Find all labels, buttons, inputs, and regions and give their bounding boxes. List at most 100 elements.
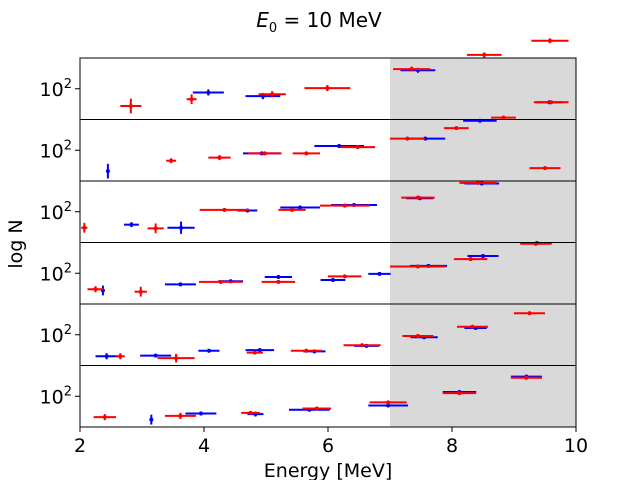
marker xyxy=(178,413,183,418)
red-data-point xyxy=(278,207,306,212)
marker xyxy=(138,289,143,294)
marker xyxy=(174,356,179,361)
marker xyxy=(218,279,223,284)
marker xyxy=(198,411,203,416)
red-data-point xyxy=(533,100,569,105)
marker xyxy=(298,205,303,210)
marker xyxy=(129,222,134,227)
panel-6: 102 xyxy=(40,365,577,428)
marker xyxy=(206,348,211,353)
marker xyxy=(415,195,420,200)
marker xyxy=(386,400,391,405)
red-data-point xyxy=(134,286,147,297)
y-tick-exponent: 2 xyxy=(64,77,72,92)
y-axis-label: log N xyxy=(5,219,27,268)
y-tick-base: 10 xyxy=(40,325,64,347)
marker xyxy=(102,415,107,420)
x-axis-label: Energy [MeV] xyxy=(264,460,392,480)
red-data-point xyxy=(241,410,260,415)
x-tick-label: 6 xyxy=(322,435,334,457)
red-data-point xyxy=(340,145,376,150)
red-data-point xyxy=(390,136,425,141)
marker xyxy=(128,103,133,108)
marker xyxy=(330,278,335,283)
panel-3: 102 xyxy=(40,166,577,243)
blue-data-point xyxy=(314,143,364,148)
blue-data-point xyxy=(320,278,346,283)
marker xyxy=(342,274,347,279)
x-tick-label: 4 xyxy=(198,435,210,457)
marker xyxy=(415,264,420,269)
blue-data-point xyxy=(167,221,195,234)
marker xyxy=(276,279,281,284)
marker xyxy=(547,38,552,43)
red-data-point xyxy=(87,286,104,293)
marker xyxy=(82,225,87,230)
x-tick-label: 2 xyxy=(74,435,86,457)
red-data-point xyxy=(166,158,177,164)
red-data-point xyxy=(246,350,263,355)
panel-2: 102 xyxy=(40,100,577,182)
red-data-point xyxy=(93,414,116,421)
red-data-point xyxy=(453,257,488,262)
red-data-point xyxy=(393,66,431,72)
blue-data-point xyxy=(124,222,139,228)
blue-data-point xyxy=(164,282,196,287)
blue-data-point xyxy=(149,414,154,425)
marker xyxy=(257,348,262,353)
red-data-point xyxy=(402,333,434,338)
shaded-region xyxy=(390,365,576,427)
blue-data-point xyxy=(105,163,110,179)
marker xyxy=(355,145,360,150)
marker xyxy=(501,115,506,120)
marker xyxy=(252,350,257,355)
blue-data-point xyxy=(245,348,275,353)
marker xyxy=(470,324,475,329)
marker xyxy=(93,287,98,292)
red-data-point xyxy=(456,324,488,329)
marker xyxy=(304,151,309,156)
red-data-point xyxy=(186,94,197,105)
y-tick-exponent: 2 xyxy=(64,200,72,215)
marker xyxy=(105,169,110,174)
red-data-point xyxy=(147,223,164,234)
marker xyxy=(169,158,174,163)
marker xyxy=(457,391,462,396)
blue-data-point xyxy=(185,411,217,416)
red-data-point xyxy=(261,279,296,284)
y-tick-exponent: 2 xyxy=(64,384,72,399)
shaded-region xyxy=(390,181,576,243)
marker xyxy=(409,67,414,72)
y-tick-label: 102 xyxy=(40,384,72,408)
marker xyxy=(153,226,158,231)
marker xyxy=(206,90,211,95)
marker xyxy=(468,257,473,262)
red-data-point xyxy=(491,115,516,120)
x-tick-label: 8 xyxy=(446,435,458,457)
marker xyxy=(149,417,154,422)
panel-1: 102 xyxy=(40,38,577,120)
red-data-point xyxy=(466,52,502,58)
y-tick-base: 10 xyxy=(40,140,64,162)
y-tick-exponent: 2 xyxy=(64,323,72,338)
marker xyxy=(549,100,554,105)
marker xyxy=(481,254,485,259)
y-tick-label: 102 xyxy=(40,323,72,347)
blue-data-point xyxy=(467,254,499,259)
red-data-point xyxy=(401,195,435,200)
red-data-point xyxy=(208,155,231,161)
marker xyxy=(314,406,319,411)
marker xyxy=(189,97,194,102)
red-data-point xyxy=(369,400,407,405)
marker xyxy=(386,403,391,408)
marker xyxy=(222,207,227,212)
marker xyxy=(342,203,347,208)
red-data-point xyxy=(328,274,362,279)
blue-data-point xyxy=(264,274,293,279)
red-data-point xyxy=(319,203,370,208)
marker xyxy=(179,225,184,230)
x-axis: 2 4 6 8 10 xyxy=(74,427,588,457)
y-tick-base: 10 xyxy=(40,79,64,101)
